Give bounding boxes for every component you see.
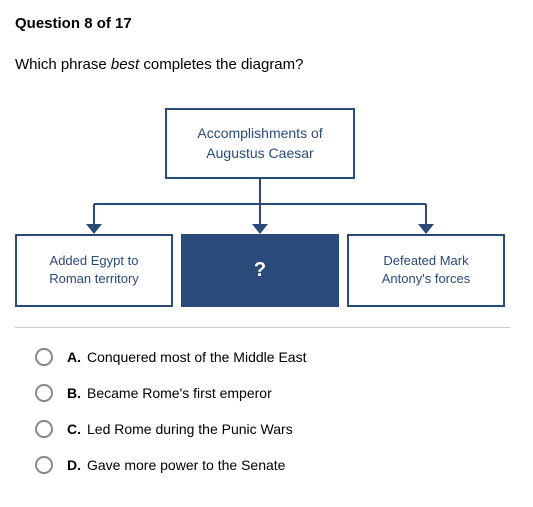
topbox-line1: Accomplishments of [197, 125, 322, 141]
option-letter-c: C. [67, 421, 81, 437]
option-text-a: Conquered most of the Middle East [87, 349, 306, 365]
options-list: A. Conquered most of the Middle East B. … [35, 348, 518, 474]
radio-d[interactable] [35, 456, 53, 474]
divider [15, 327, 510, 328]
bb2-line1: Defeated Mark [383, 253, 468, 268]
diagram-connectors [15, 179, 505, 234]
connectors-svg [15, 179, 505, 234]
radio-a[interactable] [35, 348, 53, 366]
option-a[interactable]: A. Conquered most of the Middle East [35, 348, 518, 366]
option-c[interactable]: C. Led Rome during the Punic Wars [35, 420, 518, 438]
question-before: Which phrase [15, 56, 111, 73]
option-letter-b: B. [67, 385, 81, 401]
bb0-line1: Added Egypt to [50, 253, 139, 268]
question-after: completes the diagram? [139, 56, 303, 73]
diagram-top-row: Accomplishments of Augustus Caesar [15, 108, 505, 179]
header-total: 17 [115, 15, 132, 32]
header-number: 8 [84, 15, 92, 32]
radio-c[interactable] [35, 420, 53, 438]
diagram-bottom-box-1: ? [181, 234, 339, 306]
diagram: Accomplishments of Augustus Caesar Added… [15, 108, 505, 307]
diagram-bottom-row: Added Egypt to Roman territory ? Defeate… [15, 234, 505, 306]
option-text-d: Gave more power to the Senate [87, 457, 285, 473]
diagram-bottom-box-0: Added Egypt to Roman territory [15, 234, 173, 306]
option-text-b: Became Rome's first emperor [87, 385, 272, 401]
diagram-bottom-box-2: Defeated Mark Antony's forces [347, 234, 505, 306]
option-letter-a: A. [67, 349, 81, 365]
diagram-top-box: Accomplishments of Augustus Caesar [165, 108, 355, 179]
question-italic: best [111, 56, 139, 73]
radio-b[interactable] [35, 384, 53, 402]
bb0-line2: Roman territory [49, 271, 139, 286]
header-prefix: Question [15, 15, 80, 32]
bb2-line2: Antony's forces [382, 271, 470, 286]
question-text: Which phrase best completes the diagram? [15, 56, 518, 73]
header-of: of [97, 15, 111, 32]
topbox-line2: Augustus Caesar [206, 145, 313, 161]
question-header: Question 8 of 17 [15, 15, 518, 32]
option-letter-d: D. [67, 457, 81, 473]
option-text-c: Led Rome during the Punic Wars [87, 421, 293, 437]
option-b[interactable]: B. Became Rome's first emperor [35, 384, 518, 402]
bb1-line1: ? [254, 259, 266, 281]
option-d[interactable]: D. Gave more power to the Senate [35, 456, 518, 474]
